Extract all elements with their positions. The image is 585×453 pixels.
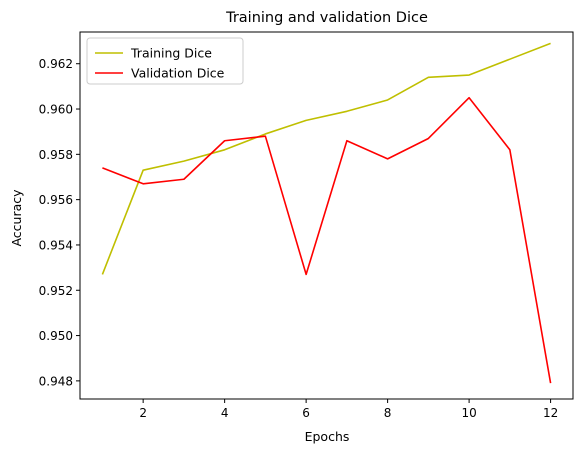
x-tick-label: 4 bbox=[221, 406, 229, 420]
y-tick-label: 0.962 bbox=[39, 57, 73, 71]
x-tick-label: 12 bbox=[543, 406, 558, 420]
x-axis: 2 4 6 8 10 12 bbox=[139, 399, 558, 420]
y-tick-label: 0.954 bbox=[39, 238, 73, 252]
x-axis-label: Epochs bbox=[305, 429, 350, 444]
legend-label: Training Dice bbox=[130, 46, 212, 61]
chart-title: Training and validation Dice bbox=[225, 10, 428, 26]
series-line-validation-dice bbox=[102, 96, 552, 384]
y-tick-label: 0.958 bbox=[39, 148, 73, 162]
legend-box bbox=[86, 37, 244, 85]
y-tick-label: 0.956 bbox=[39, 193, 73, 207]
y-tick-label: 0.960 bbox=[39, 103, 73, 117]
series-line-training-dice bbox=[101, 42, 551, 275]
y-tick-label: 0.952 bbox=[39, 284, 73, 298]
x-tick-label: 2 bbox=[139, 406, 147, 420]
y-tick-label: 0.950 bbox=[39, 329, 73, 343]
x-tick-label: 8 bbox=[384, 406, 392, 420]
legend-label: Validation Dice bbox=[131, 66, 225, 81]
x-tick-label: 6 bbox=[302, 406, 310, 420]
y-tick-label: 0.948 bbox=[39, 374, 73, 388]
legend: Training Dice Validation Dice bbox=[86, 37, 244, 85]
x-tick-label: 10 bbox=[461, 406, 476, 420]
plot-frame bbox=[79, 31, 574, 400]
y-axis-label: Accuracy bbox=[9, 189, 24, 247]
y-axis: 0.948 0.950 0.952 0.954 0.956 0.958 0.960 0.962 bbox=[39, 57, 80, 388]
plot-area bbox=[101, 42, 552, 384]
